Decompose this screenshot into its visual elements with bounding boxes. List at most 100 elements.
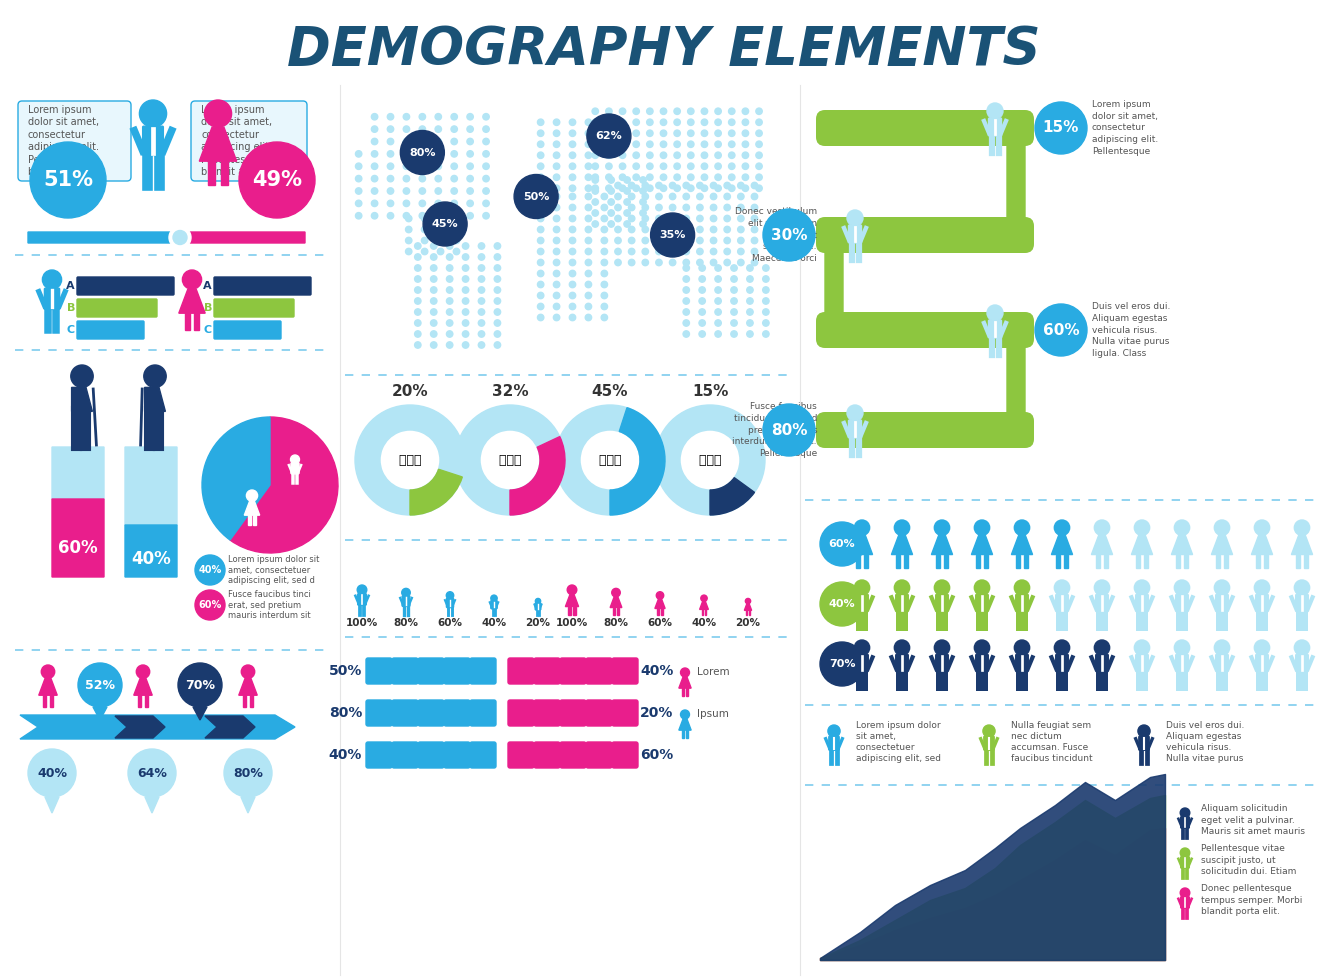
Polygon shape — [904, 555, 908, 568]
Circle shape — [553, 185, 560, 191]
Circle shape — [751, 204, 758, 211]
Polygon shape — [243, 695, 246, 707]
Circle shape — [537, 141, 544, 147]
FancyBboxPatch shape — [125, 447, 177, 525]
Polygon shape — [971, 535, 993, 555]
Circle shape — [435, 188, 441, 194]
FancyBboxPatch shape — [1256, 594, 1268, 612]
Circle shape — [606, 163, 613, 170]
Circle shape — [606, 108, 613, 115]
Circle shape — [169, 226, 191, 249]
Text: Donec vestibulum
elit vitae lorem
laoreet
scelerisque.
Maecenas orci: Donec vestibulum elit vitae lorem laoree… — [735, 207, 817, 263]
Circle shape — [763, 404, 815, 456]
Circle shape — [934, 640, 950, 656]
FancyBboxPatch shape — [365, 742, 392, 768]
Circle shape — [431, 331, 437, 337]
Circle shape — [423, 202, 466, 246]
Circle shape — [687, 108, 694, 115]
FancyBboxPatch shape — [825, 242, 843, 323]
Circle shape — [371, 188, 377, 194]
Text: Pellentesque vitae
suscipit justo, ut
solicitudin dui. Etiam: Pellentesque vitae suscipit justo, ut so… — [1201, 845, 1296, 875]
Circle shape — [615, 204, 621, 211]
Circle shape — [1094, 640, 1110, 656]
Text: 👨‍👩‍👧: 👨‍👩‍👧 — [498, 454, 521, 466]
Circle shape — [466, 151, 473, 157]
Circle shape — [585, 281, 591, 288]
Circle shape — [702, 130, 707, 136]
Text: 40%: 40% — [198, 565, 222, 575]
Circle shape — [728, 174, 735, 180]
Text: Lorem ipsum
dolor sit amet,
consectetur
adipiscing elit.
Pellentesque
blandit ac: Lorem ipsum dolor sit amet, consectetur … — [201, 105, 272, 177]
Circle shape — [606, 185, 613, 191]
Polygon shape — [20, 715, 295, 739]
Circle shape — [435, 200, 441, 207]
Circle shape — [462, 309, 469, 316]
Polygon shape — [1051, 535, 1073, 555]
Text: Donec pellentesque
tempus semper. Morbi
blandit porta elit.: Donec pellentesque tempus semper. Morbi … — [1201, 884, 1302, 915]
Polygon shape — [699, 602, 708, 610]
Circle shape — [639, 220, 646, 227]
Circle shape — [607, 176, 614, 183]
Circle shape — [674, 130, 680, 136]
Circle shape — [710, 237, 716, 244]
Circle shape — [403, 188, 409, 194]
Circle shape — [699, 298, 706, 304]
Circle shape — [482, 200, 489, 207]
Circle shape — [623, 188, 630, 194]
Circle shape — [747, 275, 754, 282]
Circle shape — [403, 114, 409, 120]
Circle shape — [447, 331, 453, 337]
Circle shape — [647, 108, 653, 115]
Text: 20%: 20% — [392, 383, 428, 399]
Circle shape — [619, 163, 626, 170]
Polygon shape — [245, 501, 259, 515]
Circle shape — [1294, 640, 1309, 656]
FancyBboxPatch shape — [28, 232, 179, 243]
Text: Duis vel eros dui.
Aliquam egestas
vehicula risus.
Nulla vitae purus
ligula. Cla: Duis vel eros dui. Aliquam egestas vehic… — [1092, 302, 1171, 358]
Circle shape — [553, 303, 560, 310]
Circle shape — [639, 176, 646, 183]
Circle shape — [619, 130, 626, 136]
Circle shape — [601, 237, 607, 244]
Circle shape — [619, 141, 626, 147]
FancyBboxPatch shape — [508, 700, 534, 726]
Circle shape — [683, 182, 690, 189]
Circle shape — [647, 119, 653, 125]
Polygon shape — [93, 707, 108, 720]
Circle shape — [647, 174, 653, 180]
Circle shape — [205, 100, 231, 127]
Polygon shape — [250, 695, 253, 707]
Circle shape — [751, 226, 758, 232]
Circle shape — [629, 204, 635, 211]
FancyBboxPatch shape — [1015, 594, 1029, 612]
Circle shape — [553, 226, 560, 232]
Polygon shape — [194, 314, 199, 330]
Circle shape — [1054, 520, 1070, 535]
FancyBboxPatch shape — [19, 101, 132, 181]
Circle shape — [742, 152, 748, 159]
Text: 60%: 60% — [58, 539, 98, 557]
FancyBboxPatch shape — [470, 700, 496, 726]
FancyBboxPatch shape — [586, 658, 611, 684]
Circle shape — [585, 193, 591, 200]
Circle shape — [494, 319, 501, 326]
Circle shape — [537, 260, 544, 266]
Circle shape — [462, 331, 469, 337]
Circle shape — [615, 216, 621, 221]
Circle shape — [239, 142, 315, 218]
Circle shape — [419, 114, 425, 120]
Circle shape — [569, 152, 575, 159]
Circle shape — [756, 174, 763, 180]
Circle shape — [661, 174, 667, 180]
Circle shape — [731, 298, 738, 304]
Circle shape — [619, 119, 626, 125]
Circle shape — [462, 265, 469, 271]
Circle shape — [615, 182, 621, 189]
Circle shape — [387, 151, 393, 157]
Polygon shape — [1224, 555, 1228, 568]
Circle shape — [642, 193, 649, 200]
Circle shape — [724, 237, 731, 244]
Circle shape — [405, 226, 412, 232]
Circle shape — [371, 163, 377, 170]
Circle shape — [419, 163, 425, 170]
